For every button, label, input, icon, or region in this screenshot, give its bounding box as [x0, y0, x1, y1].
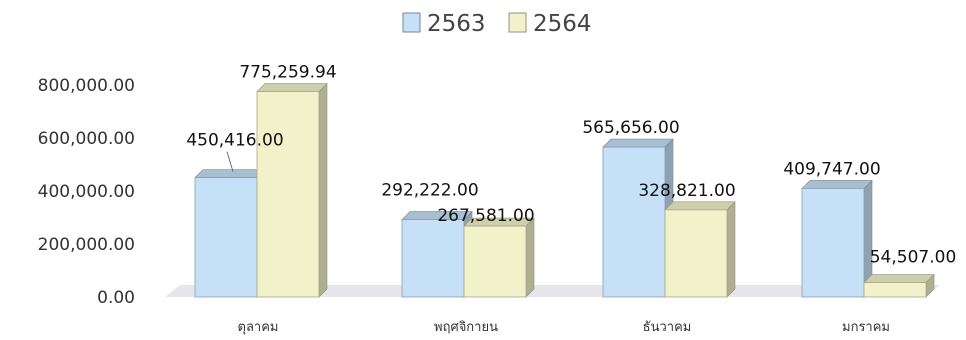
bar-2564-3	[664, 201, 736, 298]
data-label-2563-2: 292,222.00	[381, 181, 478, 201]
bar-2564-2	[463, 217, 535, 298]
y-tick-label: 200,000.00	[38, 235, 135, 255]
chart-floor	[165, 285, 940, 297]
bar-2563-3	[602, 138, 674, 298]
bars	[194, 82, 935, 298]
x-category-label: ตุลาคม	[238, 320, 279, 335]
data-label-2564-3: 328,821.00	[638, 181, 735, 201]
bar-2563-4	[801, 179, 873, 298]
y-axis: 0.00 200,000.00 400,000.00 600,000.00 800,00…	[38, 76, 135, 308]
x-category-label: ธันวาคม	[643, 320, 692, 335]
y-tick-label: 400,000.00	[38, 182, 135, 202]
chart-floor-plane	[165, 285, 940, 297]
bar-2563-1	[194, 168, 266, 298]
x-axis: ตุลาคม พฤศจิกายน ธันวาคม มกราคม	[238, 320, 890, 335]
bar-2564-1	[256, 82, 328, 298]
label-leader-line	[226, 151, 234, 172]
data-label-2563-3: 565,656.00	[582, 118, 679, 138]
legend: 2563 2564	[402, 11, 592, 37]
data-label-2563-4: 409,747.00	[783, 159, 880, 179]
data-label-2564-1: 775,259.94	[239, 63, 336, 83]
data-label-2563-1: 450,416.00	[186, 131, 283, 151]
data-labels: 450,416.00 292,222.00 565,656.00 409,747.00…	[186, 63, 956, 268]
x-category-label: มกราคม	[842, 320, 890, 335]
data-label-2564-2: 267,581.00	[437, 206, 534, 226]
data-label-2564-4: 54,507.00	[870, 248, 957, 268]
legend-swatch-2563	[402, 12, 421, 33]
legend-swatch-2564	[508, 12, 527, 33]
x-category-label: พฤศจิกายน	[434, 320, 498, 335]
bar-2564-4	[863, 273, 935, 298]
legend-label-2563: 2563	[427, 11, 486, 37]
y-tick-label: 0.00	[97, 288, 135, 308]
y-tick-label: 800,000.00	[38, 76, 135, 96]
y-tick-label: 600,000.00	[38, 129, 135, 149]
legend-label-2564: 2564	[533, 11, 592, 37]
